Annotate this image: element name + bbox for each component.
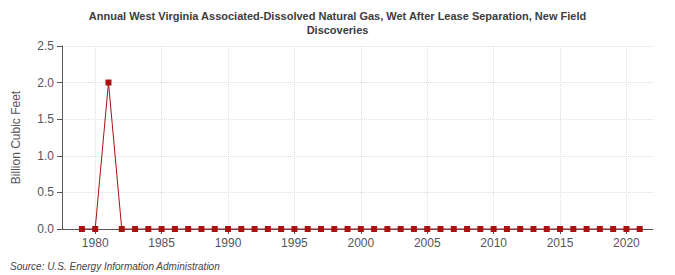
svg-text:1985: 1985 xyxy=(148,236,175,250)
svg-text:2015: 2015 xyxy=(547,236,574,250)
svg-text:2.0: 2.0 xyxy=(37,76,54,90)
svg-text:Annual West Virginia Associate: Annual West Virginia Associated-Dissolve… xyxy=(89,10,586,22)
svg-text:2000: 2000 xyxy=(347,236,374,250)
svg-text:Discoveries: Discoveries xyxy=(307,24,369,36)
svg-text:Billion Cubic Feet: Billion Cubic Feet xyxy=(9,90,23,184)
svg-text:2010: 2010 xyxy=(480,236,507,250)
svg-text:Source: U.S. Energy Informatio: Source: U.S. Energy Information Administ… xyxy=(10,261,220,272)
svg-text:2005: 2005 xyxy=(414,236,441,250)
svg-text:1990: 1990 xyxy=(215,236,242,250)
svg-text:0.5: 0.5 xyxy=(37,185,54,199)
svg-text:1980: 1980 xyxy=(82,236,109,250)
svg-text:2.5: 2.5 xyxy=(37,39,54,53)
svg-text:1995: 1995 xyxy=(281,236,308,250)
svg-text:0.0: 0.0 xyxy=(37,222,54,236)
svg-text:1.5: 1.5 xyxy=(37,112,54,126)
svg-text:2020: 2020 xyxy=(613,236,640,250)
svg-text:1.0: 1.0 xyxy=(37,149,54,163)
